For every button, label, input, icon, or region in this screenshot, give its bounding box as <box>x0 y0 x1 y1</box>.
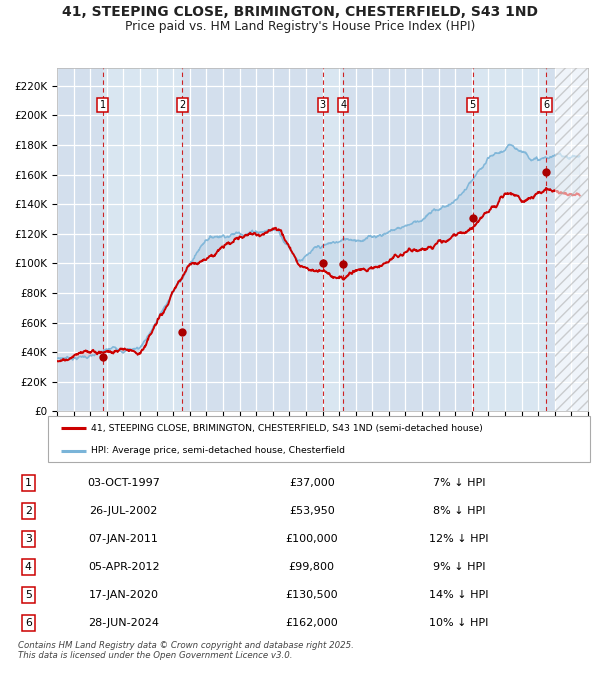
Text: £37,000: £37,000 <box>289 477 335 488</box>
Text: 10% ↓ HPI: 10% ↓ HPI <box>429 618 488 628</box>
Text: 5: 5 <box>469 100 476 110</box>
Text: 8% ↓ HPI: 8% ↓ HPI <box>433 506 485 515</box>
Text: £53,950: £53,950 <box>289 506 335 515</box>
Text: 6: 6 <box>543 100 550 110</box>
Text: Contains HM Land Registry data © Crown copyright and database right 2025.
This d: Contains HM Land Registry data © Crown c… <box>18 641 354 660</box>
Text: 6: 6 <box>25 618 32 628</box>
Bar <box>547 68 555 411</box>
Text: 4: 4 <box>25 562 32 572</box>
Text: 28-JUN-2024: 28-JUN-2024 <box>88 618 159 628</box>
Text: 7% ↓ HPI: 7% ↓ HPI <box>433 477 485 488</box>
Text: HPI: Average price, semi-detached house, Chesterfield: HPI: Average price, semi-detached house,… <box>91 446 345 455</box>
Text: Price paid vs. HM Land Registry's House Price Index (HPI): Price paid vs. HM Land Registry's House … <box>125 20 475 33</box>
Text: 3: 3 <box>320 100 326 110</box>
Text: £99,800: £99,800 <box>289 562 335 572</box>
Text: 3: 3 <box>25 534 32 544</box>
Bar <box>473 68 547 411</box>
Text: 03-OCT-1997: 03-OCT-1997 <box>87 477 160 488</box>
Text: £100,000: £100,000 <box>286 534 338 544</box>
Bar <box>57 68 103 411</box>
Text: 9% ↓ HPI: 9% ↓ HPI <box>433 562 485 572</box>
Bar <box>103 68 182 411</box>
Text: 41, STEEPING CLOSE, BRIMINGTON, CHESTERFIELD, S43 1ND (semi-detached house): 41, STEEPING CLOSE, BRIMINGTON, CHESTERF… <box>91 424 483 432</box>
Text: 1: 1 <box>100 100 106 110</box>
Text: 2: 2 <box>25 506 32 515</box>
Text: 17-JAN-2020: 17-JAN-2020 <box>89 590 158 600</box>
Bar <box>182 68 323 411</box>
Text: 41, STEEPING CLOSE, BRIMINGTON, CHESTERFIELD, S43 1ND: 41, STEEPING CLOSE, BRIMINGTON, CHESTERF… <box>62 5 538 20</box>
Text: 05-APR-2012: 05-APR-2012 <box>88 562 160 572</box>
Text: 2: 2 <box>179 100 185 110</box>
Text: 12% ↓ HPI: 12% ↓ HPI <box>429 534 488 544</box>
Text: £162,000: £162,000 <box>286 618 338 628</box>
Text: 1: 1 <box>25 477 32 488</box>
Text: 14% ↓ HPI: 14% ↓ HPI <box>429 590 488 600</box>
Bar <box>323 68 343 411</box>
Text: 5: 5 <box>25 590 32 600</box>
Text: 4: 4 <box>340 100 346 110</box>
Bar <box>343 68 473 411</box>
FancyBboxPatch shape <box>49 416 590 462</box>
Bar <box>555 68 588 411</box>
Text: 07-JAN-2011: 07-JAN-2011 <box>89 534 158 544</box>
Text: £130,500: £130,500 <box>286 590 338 600</box>
Text: 26-JUL-2002: 26-JUL-2002 <box>89 506 158 515</box>
